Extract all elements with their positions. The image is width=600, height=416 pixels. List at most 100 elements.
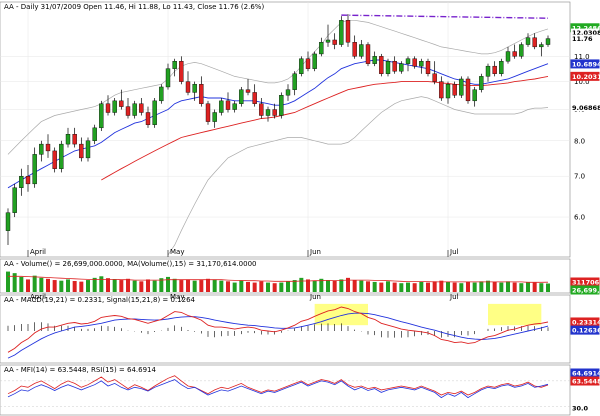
candle-body [259, 103, 264, 116]
candle-body [179, 60, 184, 82]
candle-body [139, 103, 144, 113]
volume-bar [126, 278, 130, 292]
candle-body [532, 37, 537, 48]
candle-body [145, 112, 151, 125]
price-y-tick-label: 8.0 [574, 137, 585, 145]
mfi-grid [0, 380, 570, 407]
candle-body [12, 187, 17, 213]
candle-body [365, 44, 371, 64]
volume-bar [319, 278, 324, 292]
volume-bar [132, 280, 137, 292]
candle-body [412, 58, 417, 67]
volume-bar [312, 280, 317, 292]
lower-band-line [167, 96, 549, 256]
volume-bar [326, 280, 330, 292]
volume-bar [206, 278, 210, 292]
candle-body [59, 143, 64, 169]
candle-body [305, 58, 311, 69]
candle-body [285, 89, 291, 96]
candle-body [192, 84, 197, 93]
price-x-label: Jul [449, 248, 459, 256]
volume-tag: 26,699,000 [572, 287, 600, 295]
volume-bar [246, 281, 250, 292]
volume-bar [219, 280, 224, 292]
candle-body [332, 39, 337, 45]
volume-bar [252, 282, 257, 292]
volume-bars [6, 271, 550, 292]
volume-bar [486, 280, 490, 292]
candle-body [219, 100, 224, 113]
macd-histogram [7, 322, 549, 338]
volume-bar [39, 277, 44, 292]
mfi-tag-bg [570, 376, 600, 386]
price-axis-tag-bg [570, 59, 600, 69]
macd-lines [7, 306, 549, 359]
candle-body [499, 60, 504, 74]
candle-body [245, 89, 251, 93]
candle-body [492, 65, 497, 74]
price-axis-tag: 10.6894 [572, 60, 600, 68]
trendline-segment [341, 14, 549, 19]
candle-body [45, 143, 51, 152]
volume-x-label: April [30, 293, 46, 301]
candle-body [159, 86, 164, 102]
volume-bar [439, 280, 444, 292]
candle-body [452, 84, 457, 96]
candle-body [359, 44, 364, 57]
volume-bar [519, 283, 524, 292]
macd-panel-frame [0, 294, 571, 364]
price-axis-tag-bg [571, 34, 599, 43]
candle-body [185, 81, 191, 93]
price-axis-tag: 9.06868 [572, 104, 600, 112]
price-axis-tag: 12.2486 [572, 24, 600, 32]
candle-body [212, 112, 217, 122]
volume-bar [492, 281, 497, 292]
price-y-tick-label: 11.0 [574, 53, 590, 61]
candle-body [379, 56, 384, 74]
candle-body [25, 175, 31, 185]
price-axis-tag: 12.0308 [572, 29, 600, 37]
volume-x-label: May [170, 293, 184, 301]
candle-body [519, 44, 524, 57]
macd-line [7, 306, 549, 353]
candle-body [52, 150, 57, 169]
volume-bar [459, 283, 464, 292]
volume-bar [19, 276, 24, 292]
price-x-labels: April May Jun Jul [27, 248, 459, 257]
candlesticks [5, 14, 551, 245]
volume-bar [426, 282, 430, 292]
volume-bar [172, 278, 177, 292]
volume-bar [6, 271, 10, 292]
price-panel-title: AA - Daily 31/07/2009 Open 11.46, Hi 11.… [4, 3, 264, 11]
volume-bar [306, 279, 310, 292]
candle-body [312, 53, 317, 69]
volume-bar [146, 279, 150, 292]
volume-bar [292, 280, 297, 292]
candle-body [485, 65, 491, 77]
volume-panel-title: AA - Volume() = 26,699,000.0000, MA(Volu… [4, 260, 256, 268]
trendline [341, 14, 549, 19]
volume-bar [539, 283, 544, 292]
candle-body [445, 84, 451, 99]
volume-bar [26, 279, 30, 292]
volume-bar [106, 278, 110, 292]
candle-body [152, 100, 157, 125]
mfi-panel-title: AA - MFI(14) = 63.5448, RSI(15) = 64.691… [4, 366, 157, 374]
candle-body [352, 42, 357, 57]
macd-value-tag: 0.233141 [572, 318, 600, 326]
candle-body [112, 100, 117, 113]
candle-body [279, 95, 284, 116]
red-moving-average-line [101, 75, 549, 181]
volume-bar [152, 280, 157, 292]
upper-band-line [7, 19, 549, 155]
volume-bar [259, 281, 264, 292]
candle-body [119, 100, 124, 107]
volume-bar [512, 282, 517, 292]
candle-body [392, 60, 397, 72]
volume-bar [499, 282, 504, 292]
volume-bar [199, 280, 204, 292]
candle-body [339, 20, 344, 45]
volume-ma-line [8, 275, 549, 283]
candle-body [225, 100, 231, 110]
volume-bar [226, 281, 230, 292]
